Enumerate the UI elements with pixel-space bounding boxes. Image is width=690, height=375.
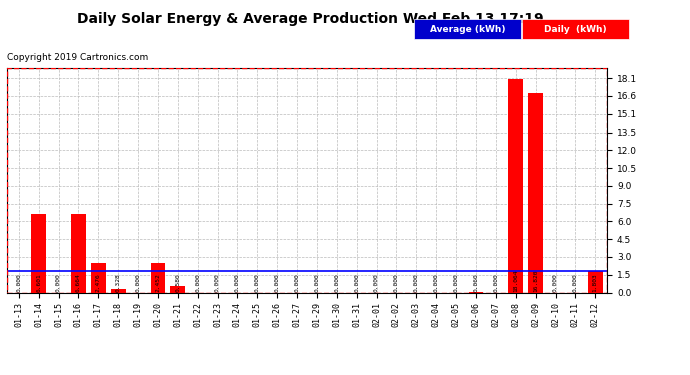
Text: 0.580: 0.580 (175, 273, 180, 291)
Text: 0.000: 0.000 (573, 273, 578, 291)
Bar (170, 286, 186, 292)
Text: 6.601: 6.601 (36, 273, 41, 291)
Text: 0.000: 0.000 (374, 273, 379, 291)
Text: 2.476: 2.476 (96, 273, 101, 291)
Bar (588, 271, 603, 292)
Bar (31, 214, 46, 292)
Text: Daily Solar Energy & Average Production Wed Feb 13 17:19: Daily Solar Energy & Average Production … (77, 12, 544, 26)
Text: 0.000: 0.000 (275, 273, 279, 291)
Text: 0.000: 0.000 (553, 273, 558, 291)
Text: 0.000: 0.000 (56, 273, 61, 291)
Bar (150, 264, 166, 292)
Text: Average (kWh): Average (kWh) (430, 25, 505, 34)
Text: 0.000: 0.000 (434, 273, 439, 291)
Text: 0.000: 0.000 (354, 273, 359, 291)
Bar (71, 214, 86, 292)
Text: 0.000: 0.000 (315, 273, 319, 291)
Text: 1.803: 1.803 (593, 273, 598, 291)
Text: 0.000: 0.000 (493, 273, 498, 291)
Text: 2.452: 2.452 (155, 273, 161, 291)
Text: 16.820: 16.820 (533, 269, 538, 291)
Text: 0.000: 0.000 (453, 273, 459, 291)
Text: 0.000: 0.000 (295, 273, 299, 291)
Text: 0.000: 0.000 (235, 273, 240, 291)
Text: 0.000: 0.000 (215, 273, 220, 291)
Text: 0.000: 0.000 (136, 273, 141, 291)
Bar (528, 93, 543, 292)
Text: 0.000: 0.000 (414, 273, 419, 291)
Text: 18.064: 18.064 (513, 269, 518, 291)
Text: Copyright 2019 Cartronics.com: Copyright 2019 Cartronics.com (7, 53, 148, 62)
Text: 0.000: 0.000 (394, 273, 399, 291)
Text: 0.328: 0.328 (116, 273, 121, 291)
Text: 0.000: 0.000 (335, 273, 339, 291)
Text: 0.000: 0.000 (195, 273, 200, 291)
Text: 0.060: 0.060 (473, 273, 478, 291)
Text: 6.664: 6.664 (76, 273, 81, 291)
Text: 0.000: 0.000 (255, 273, 260, 291)
Bar (509, 79, 523, 292)
Bar (7, 68, 607, 292)
Bar (91, 263, 106, 292)
Text: Daily  (kWh): Daily (kWh) (544, 25, 607, 34)
Bar (111, 289, 126, 292)
Text: 0.000: 0.000 (17, 273, 21, 291)
